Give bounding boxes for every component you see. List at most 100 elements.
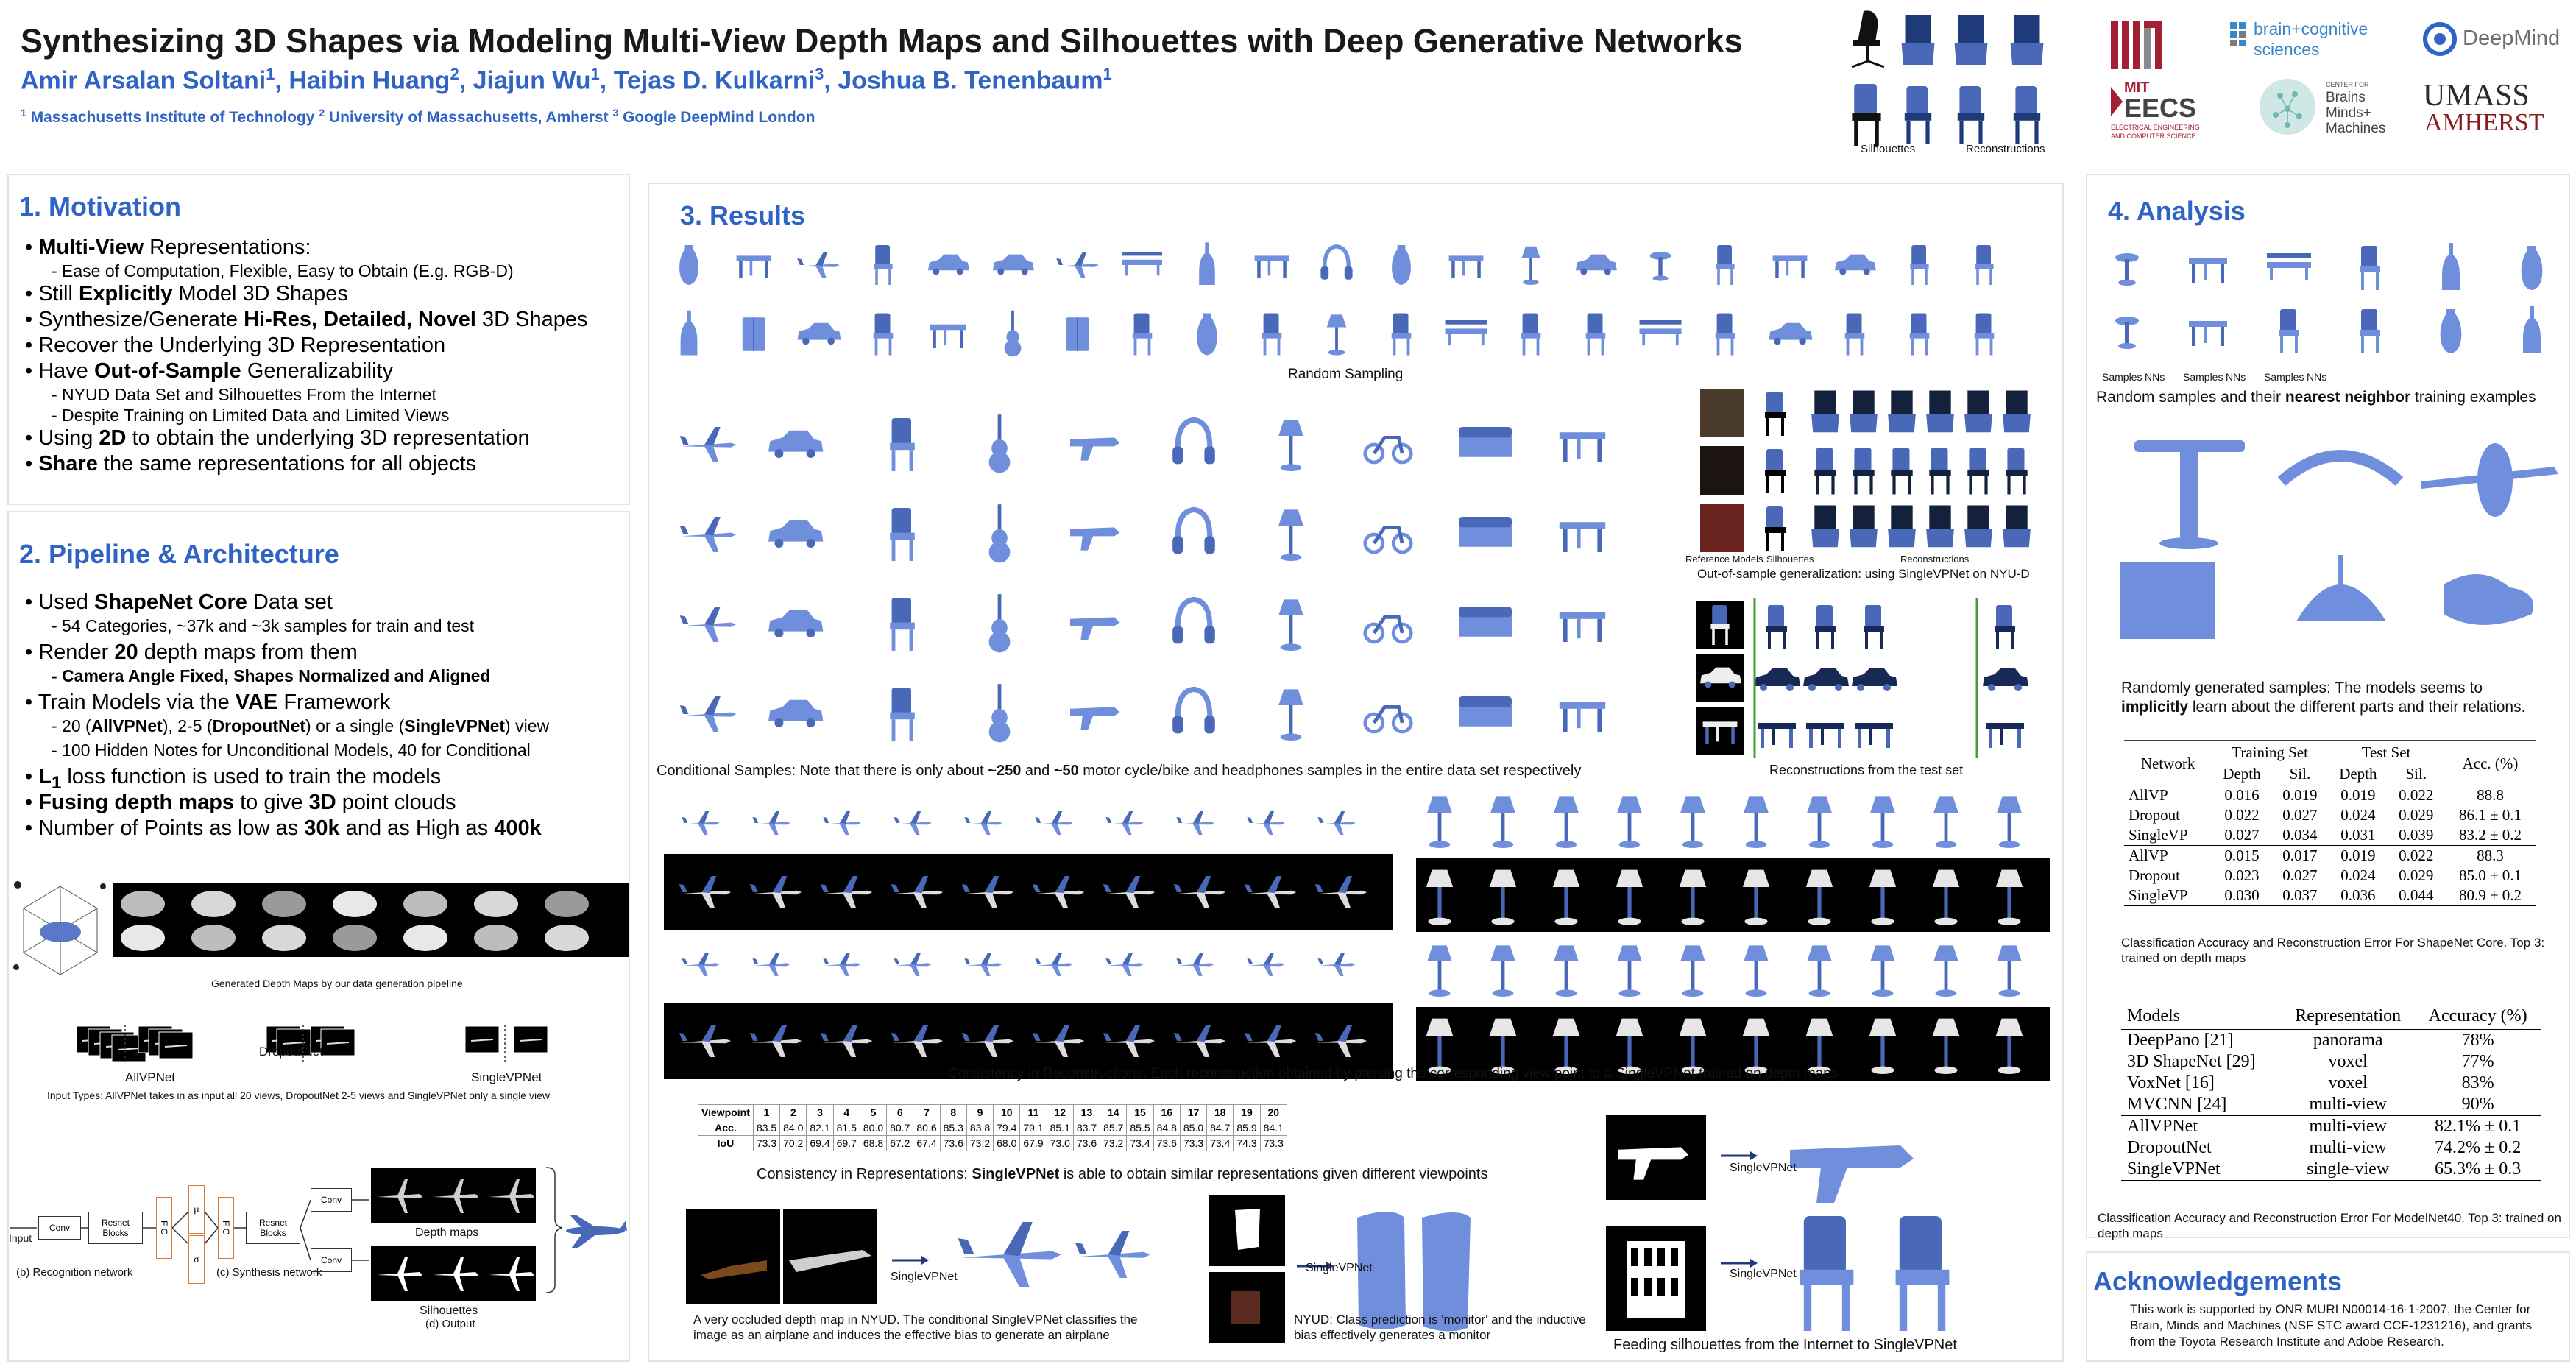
table-header-cell: Network [2140, 754, 2195, 772]
nn-label: NNs [2226, 371, 2246, 383]
vp-cell: 84.8 [1153, 1120, 1181, 1136]
caption-run: motor cycle/bike and headphones samples … [1078, 763, 1582, 779]
table-cell: 65.3% ± 0.3 [2435, 1159, 2522, 1179]
table-row: IoU 73.3 70.2 69.4 69.7 68.8 67.2 67.4 73.6 73.2 6… [698, 1135, 1287, 1151]
chair-shape [1995, 605, 2015, 649]
depth-map-thumb [403, 925, 447, 951]
bullet-text: 3D [308, 791, 336, 814]
plane-shape [823, 811, 861, 835]
caption-run: ~50 [1053, 763, 1079, 779]
bullet-text: the same representations for all objects [97, 452, 477, 476]
chair-shape [2279, 309, 2299, 353]
bullet-text: Still [38, 282, 79, 305]
lamp-shape [1744, 945, 1769, 997]
chair-shape [1910, 245, 1929, 285]
plane-shape [679, 696, 737, 732]
bottle-shape [1199, 242, 1215, 285]
bullet-text: - 54 Categories, ~37k and ~3k samples fo… [52, 616, 475, 635]
plane-shape [679, 1025, 732, 1057]
chair-shape [2006, 448, 2028, 495]
bullet-text: - 100 Hidden Notes for Unconditional Mod… [52, 741, 531, 760]
nn-labels: Samples NNs Samples NNs Samples NNs [2087, 371, 2572, 386]
chair-b-shape [1811, 390, 1839, 433]
vp-cell: 84.1 [1259, 1120, 1287, 1136]
bullet-text: Representations: [144, 236, 311, 259]
table-cell: 0.037 [2282, 886, 2318, 904]
chair-shape [1957, 86, 1985, 144]
table-cell: 0.019 [2282, 786, 2318, 804]
vp-cell: 69.4 [806, 1135, 834, 1151]
car-shape [1576, 254, 1617, 275]
vp-cell: 85.5 [1126, 1120, 1154, 1136]
table-cell: 0.029 [2399, 806, 2434, 824]
gun-shape [1070, 527, 1120, 551]
table-shape [1559, 432, 1606, 462]
bullet-text: Model 3D Shapes [172, 282, 348, 305]
chair-shape [1975, 245, 1994, 285]
vp-header-cell: 11 [1019, 1104, 1047, 1120]
chair-shape [1852, 84, 1881, 146]
nyu-photo [1700, 446, 1744, 495]
table-shape [1254, 255, 1289, 278]
chair-shape [2013, 86, 2041, 144]
table-cell: 82.1% ± 0.1 [2435, 1117, 2522, 1136]
bullet-text: point clouds [336, 791, 456, 814]
table-header-cell: Depth [2339, 765, 2377, 783]
viewpoint-table: Viewpoint 1 2 3 4 5 6 7 8 9 10 11 12 13 14 15 16 17 18 19 20… [698, 1104, 1287, 1151]
bullet-text: Synthesize/Generate [38, 308, 244, 331]
chair-shape [1815, 605, 1836, 649]
oos-caption: Out-of-sample generalization: using Sing… [1697, 567, 2030, 581]
plane-shape [797, 252, 840, 278]
cbmm-machines: Machines [2326, 121, 2386, 136]
bullet-item: - NYUD Data Set and Silhouettes From the… [52, 385, 436, 405]
caption-run: is able to obtain similar representation… [1059, 1166, 1488, 1182]
plane-shape [1032, 876, 1085, 908]
analysis-title: 4. Analysis [2108, 196, 2246, 226]
vp-cell: 81.5 [832, 1120, 860, 1136]
lamp-shape [1995, 1018, 2023, 1074]
eecs-logo: MIT EECS ELECTRICAL ENGINEERING AND COMP… [2111, 80, 2218, 142]
umass-line2: AMHERST [2424, 109, 2544, 136]
car-shape [1852, 668, 1897, 691]
bullet-item: • Using 2D to obtain the underlying 3D r… [25, 426, 530, 451]
bullet-item: - Camera Angle Fixed, Shapes Normalized … [52, 666, 490, 686]
chair-shape [1132, 313, 1153, 356]
table-cell: 0.031 [2340, 826, 2376, 844]
guitar-shape [988, 414, 1011, 473]
table-cell: 77% [2461, 1052, 2494, 1071]
plane-shape [682, 811, 720, 835]
table-cell: AllVPNet [2127, 1117, 2198, 1136]
bullet-item: - Despite Training on Limited Data and L… [52, 406, 449, 425]
table-row: AllVP 0.016 0.019 0.019 0.022 88.8 [2124, 785, 2536, 806]
lamp-shape [1805, 869, 1833, 925]
table-row: Acc. 83.5 84.0 82.1 81.5 80.0 80.7 80.6 85.3 83.8… [698, 1120, 1287, 1136]
table-cell: single-view [2307, 1159, 2390, 1179]
table-header-cell: Training Set [2232, 743, 2308, 761]
lamp-shape [1278, 689, 1303, 741]
nn-label: NNs [2145, 371, 2165, 383]
sofa-shape [1459, 517, 1512, 547]
ack-panel: Acknowledgements This work is supported … [2086, 1251, 2570, 1362]
table-row: 3D ShapeNet [29] voxel 77% [2121, 1051, 2541, 1073]
chair-shape [1585, 313, 1606, 356]
vp-cell: 68.0 [993, 1135, 1021, 1151]
table-shape [2189, 258, 2227, 283]
arch-depth-label: Depth maps [415, 1226, 479, 1239]
caption-run: Consistency in Representations: [757, 1166, 972, 1182]
vp-header-cell: 8 [939, 1104, 967, 1120]
plane-shape [1105, 811, 1144, 835]
lamp-shape [1427, 796, 1452, 848]
depth-maps-figure [9, 881, 631, 975]
bullet-text: DropoutNet [212, 716, 306, 735]
table-shape [1758, 723, 1796, 748]
bottle-shape [680, 310, 698, 356]
vp-cell: 73.3 [1259, 1135, 1287, 1151]
lamp-shape [1870, 796, 1895, 848]
table-row: MVCNN [24] multi-view 90% [2121, 1094, 2541, 1116]
headphone-shape [1172, 417, 1215, 465]
bullet-text: ShapeNet Core [93, 590, 247, 614]
input-view-thumb [276, 1028, 311, 1056]
vp-cell: 83.5 [752, 1120, 781, 1136]
bullet-text: VAE [235, 690, 278, 714]
plane-shape [958, 1222, 1062, 1287]
